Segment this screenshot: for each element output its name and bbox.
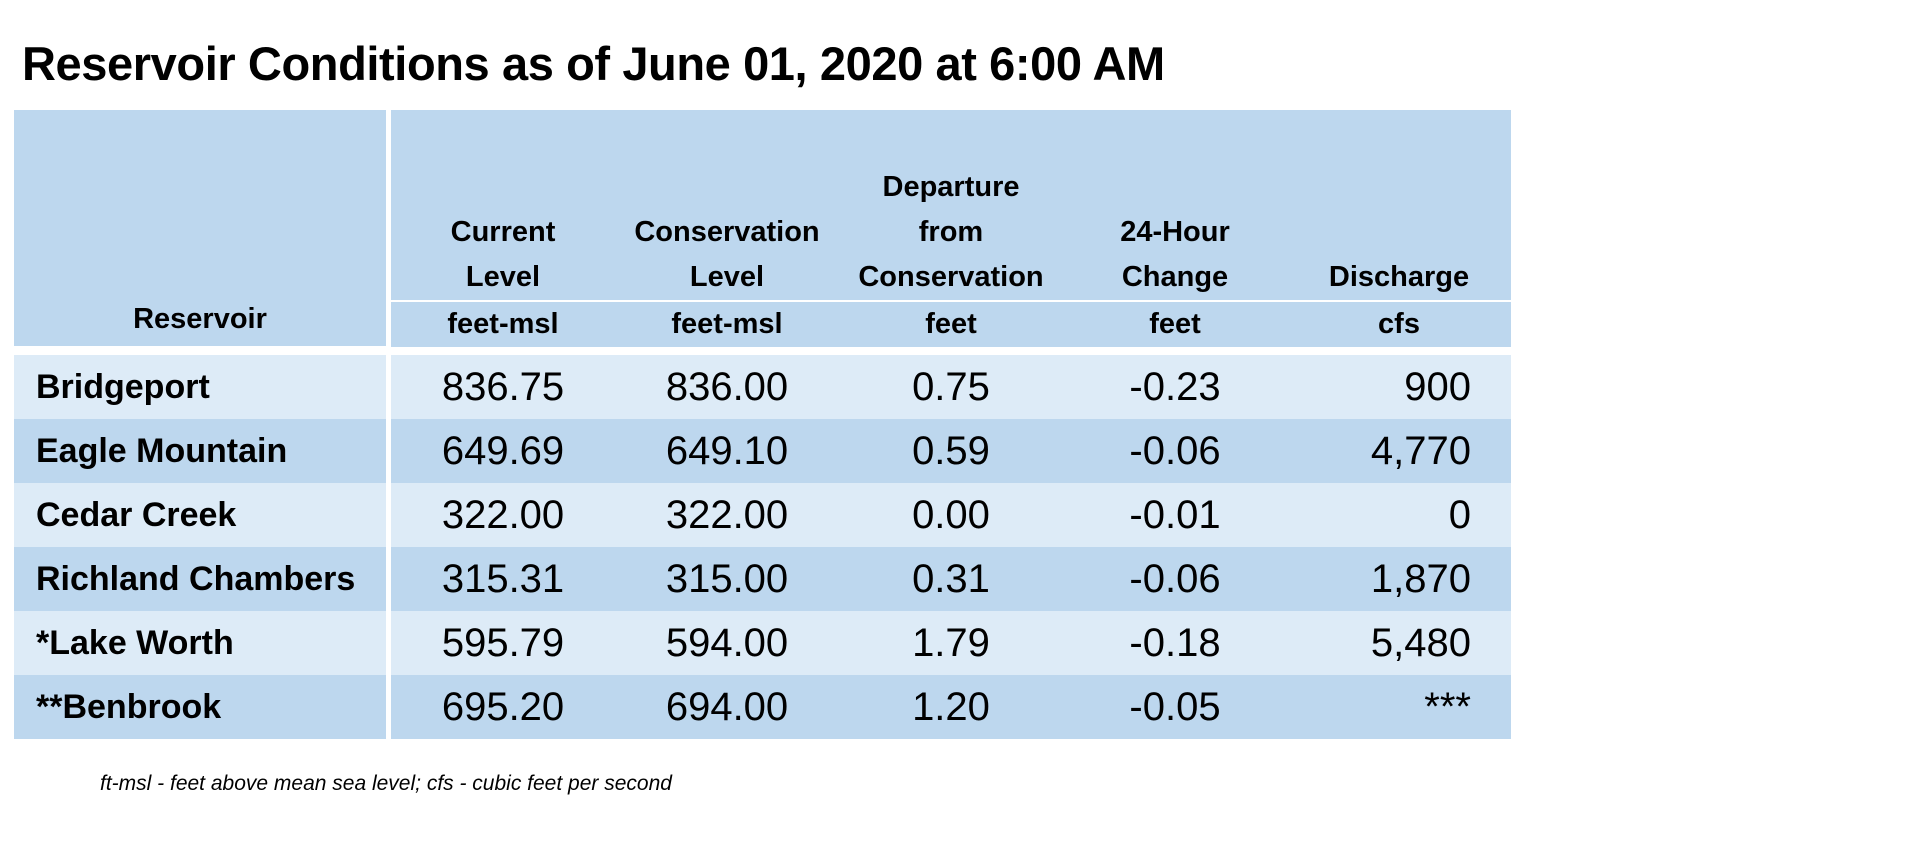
conservation-level-cell: 694.00 [615,675,839,739]
unit-current-level: feet-msl [388,301,615,347]
footnote: ft-msl - feet above mean sea level; cfs … [100,772,672,795]
discharge-cell: *** [1287,675,1511,739]
discharge-cell: 4,770 [1287,419,1511,483]
current-level-cell: 695.20 [388,675,615,739]
header-line: Conservation [634,216,820,248]
reservoir-name: Cedar Creek [14,483,391,547]
departure-cell: 0.59 [839,419,1063,483]
departure-cell: 0.00 [839,483,1063,547]
header-line: Change [1121,261,1229,293]
col-header-departure: Departure from Conservation [839,110,1063,302]
conservation-level-cell: 594.00 [615,611,839,675]
col-header-reservoir: Reservoir [14,110,391,348]
table-row: *Lake Worth 595.79 594.00 1.79 -0.18 5,4… [14,611,1511,675]
change-cell: -0.06 [1063,547,1287,611]
unit-departure: feet [839,301,1063,347]
change-cell: -0.18 [1063,611,1287,675]
header-line: Conservation [858,261,1044,293]
table-row: Bridgeport 836.75 836.00 0.75 -0.23 900 [14,355,1511,419]
current-level-cell: 595.79 [388,611,615,675]
unit-conservation-level: feet-msl [615,301,839,347]
discharge-cell: 900 [1287,355,1511,419]
change-cell: -0.01 [1063,483,1287,547]
reservoir-name: **Benbrook [14,675,391,739]
table-row: Richland Chambers 315.31 315.00 0.31 -0.… [14,547,1511,611]
reservoir-name: *Lake Worth [14,611,391,675]
departure-cell: 0.75 [839,355,1063,419]
current-level-cell: 322.00 [388,483,615,547]
col-header-24-hour-change: 24-Hour Change [1063,110,1287,302]
col-header-conservation-level: Conservation Level [615,110,839,302]
col-header-discharge: Discharge [1287,110,1511,302]
header-line: 24-Hour [1120,216,1230,248]
conservation-level-cell: 649.10 [615,419,839,483]
header-line: Level [689,261,765,293]
change-cell: -0.05 [1063,675,1287,739]
reservoir-name: Richland Chambers [14,547,391,611]
discharge-cell: 5,480 [1287,611,1511,675]
conservation-level-cell: 315.00 [615,547,839,611]
header-line: Current [450,216,556,248]
header-line: Level [465,261,541,293]
conservation-level-cell: 322.00 [615,483,839,547]
header-line: Departure [882,171,1020,203]
departure-cell: 1.20 [839,675,1063,739]
table-row: **Benbrook 695.20 694.00 1.20 -0.05 *** [14,675,1511,739]
change-cell: -0.06 [1063,419,1287,483]
reservoir-name: Eagle Mountain [14,419,391,483]
current-level-cell: 649.69 [388,419,615,483]
departure-cell: 0.31 [839,547,1063,611]
page-title: Reservoir Conditions as of June 01, 2020… [22,37,1165,90]
departure-cell: 1.79 [839,611,1063,675]
header-line: from [918,216,984,248]
conservation-level-cell: 836.00 [615,355,839,419]
reservoir-table: Reservoir Current Level Conservation Lev… [14,110,1511,739]
change-cell: -0.23 [1063,355,1287,419]
reservoir-name: Bridgeport [14,355,391,419]
table-row: Eagle Mountain 649.69 649.10 0.59 -0.06 … [14,419,1511,483]
current-level-cell: 315.31 [388,547,615,611]
unit-discharge: cfs [1287,301,1511,347]
header-gap [14,347,1511,355]
current-level-cell: 836.75 [388,355,615,419]
unit-row: feet-msl feet-msl feet feet cfs [14,301,1511,347]
header-row: Reservoir Current Level Conservation Lev… [14,110,1511,348]
col-header-current-level: Current Level [388,110,615,302]
discharge-cell: 0 [1287,483,1511,547]
discharge-cell: 1,870 [1287,547,1511,611]
unit-24-hour-change: feet [1063,301,1287,347]
table-row: Cedar Creek 322.00 322.00 0.00 -0.01 0 [14,483,1511,547]
header-line: Discharge [1328,261,1470,293]
